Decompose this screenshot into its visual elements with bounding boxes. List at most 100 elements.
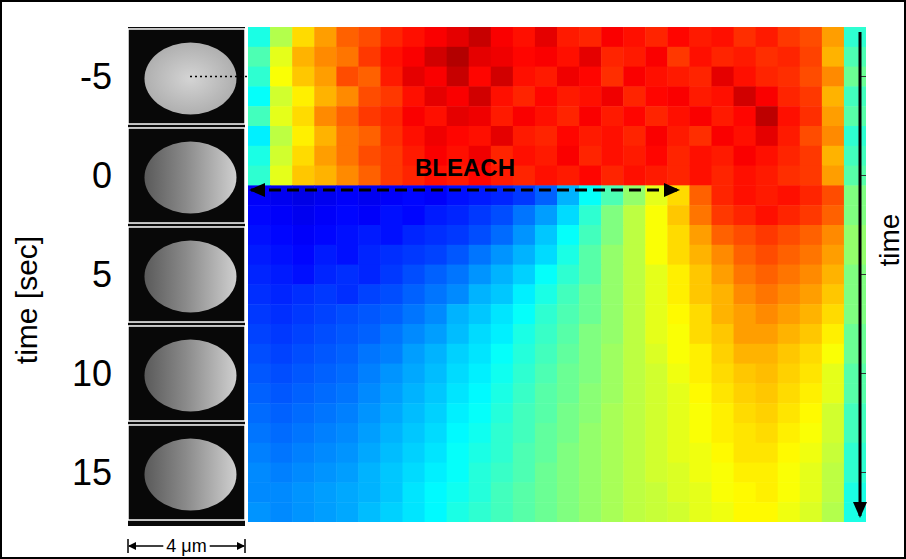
heat-cell (756, 443, 779, 463)
heat-cell (336, 383, 359, 403)
heat-cell (645, 86, 668, 106)
heat-cell (248, 502, 271, 522)
heat-cell (623, 166, 646, 186)
heat-cell (491, 106, 514, 126)
heat-cell (689, 106, 712, 126)
heat-cell (800, 423, 823, 443)
heat-cell (358, 265, 381, 285)
heat-cell (557, 344, 580, 364)
heat-cell (314, 126, 337, 146)
heat-cell (270, 245, 293, 265)
heat-cell (667, 344, 690, 364)
heat-cell (314, 443, 337, 463)
heat-cell (358, 443, 381, 463)
heat-cell (425, 225, 448, 245)
heat-cell (601, 482, 624, 502)
heat-cell (844, 47, 866, 67)
heat-cell (712, 364, 735, 384)
heat-cell (292, 344, 315, 364)
heat-cell (734, 423, 757, 443)
heat-cell (270, 324, 293, 344)
heat-cell (601, 185, 624, 205)
heat-cell (380, 86, 403, 106)
heat-cell (248, 86, 271, 106)
heat-cell (712, 205, 735, 225)
heat-cell (248, 146, 271, 166)
heat-cell (336, 126, 359, 146)
heat-cell (579, 403, 602, 423)
heat-cell (248, 47, 271, 67)
heat-cell (314, 245, 337, 265)
heat-cell (513, 502, 536, 522)
heat-cell (645, 443, 668, 463)
heat-cell (248, 265, 271, 285)
heat-cell (734, 146, 757, 166)
image-strip (128, 27, 245, 526)
heat-cell (645, 265, 668, 285)
heat-cell (778, 166, 801, 186)
heat-cell (689, 344, 712, 364)
heat-cell (425, 463, 448, 483)
heat-cell (601, 463, 624, 483)
heat-cell (579, 284, 602, 304)
heat-cell (469, 67, 492, 87)
heat-cell (248, 67, 271, 87)
heat-cell (734, 265, 757, 285)
heat-cell (270, 126, 293, 146)
heat-cell (601, 225, 624, 245)
heat-cell (712, 126, 735, 146)
heat-cell (270, 304, 293, 324)
heat-cell (667, 27, 690, 47)
heat-cell (712, 106, 735, 126)
heat-cell (667, 185, 690, 205)
heat-cell (800, 185, 823, 205)
heat-cell (270, 205, 293, 225)
heat-cell (778, 205, 801, 225)
heat-cell (667, 364, 690, 384)
heat-cell (403, 324, 426, 344)
heat-cell (358, 205, 381, 225)
heat-cell (292, 502, 315, 522)
heat-cell (513, 166, 536, 186)
annotation: time (874, 214, 905, 267)
heat-cell (380, 364, 403, 384)
heat-cell (579, 463, 602, 483)
heat-cell (645, 185, 668, 205)
heat-cell (689, 245, 712, 265)
heat-cell (734, 403, 757, 423)
heat-cell (778, 47, 801, 67)
heat-cell (469, 364, 492, 384)
heat-cell (358, 126, 381, 146)
heat-cell (447, 185, 470, 205)
heat-cell (623, 403, 646, 423)
heat-cell (822, 106, 845, 126)
heat-cell (535, 27, 558, 47)
heat-cell (800, 86, 823, 106)
heat-cell (469, 284, 492, 304)
heat-cell (292, 304, 315, 324)
heat-cell (469, 205, 492, 225)
heat-cell (403, 344, 426, 364)
heat-cell (623, 344, 646, 364)
heat-cell (756, 344, 779, 364)
heat-cell (491, 86, 514, 106)
heat-cell (447, 364, 470, 384)
heat-cell (579, 106, 602, 126)
heat-cell (447, 403, 470, 423)
heat-cell (822, 225, 845, 245)
heat-cell (667, 304, 690, 324)
heat-cell (844, 166, 866, 186)
heat-cell (535, 502, 558, 522)
heat-cell (756, 265, 779, 285)
heat-cell (248, 126, 271, 146)
heat-cell (248, 403, 271, 423)
heat-cell (557, 265, 580, 285)
heat-cell (535, 304, 558, 324)
frame-border (128, 227, 245, 322)
heat-cell (667, 284, 690, 304)
heat-cell (689, 403, 712, 423)
heat-cell (358, 47, 381, 67)
heat-cell (403, 284, 426, 304)
heat-cell (358, 502, 381, 522)
heat-cell (491, 126, 514, 146)
